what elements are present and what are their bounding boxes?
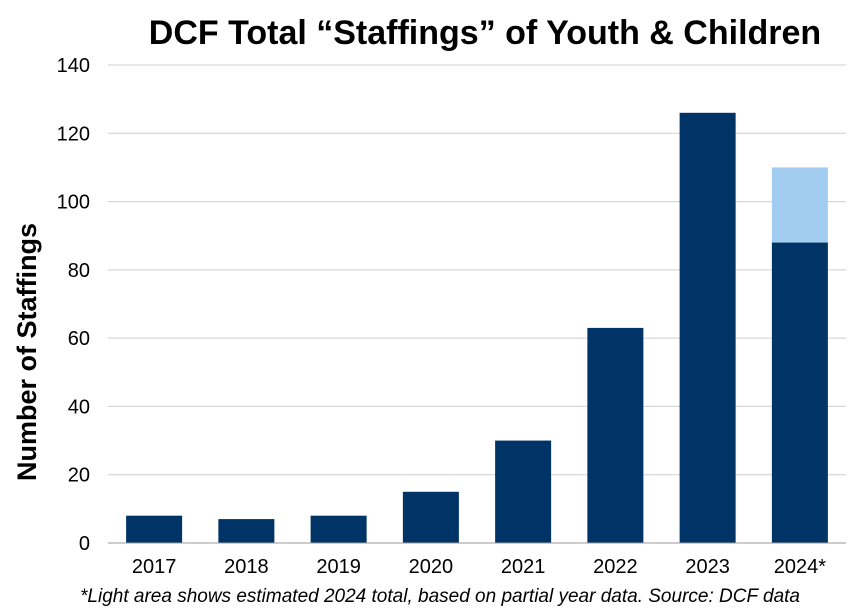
y-tick-label: 100: [57, 192, 90, 214]
bar-2021: [495, 440, 552, 543]
y-tick-labels: 0 20 40 60 80 100 120 140: [57, 55, 90, 555]
bar-2018: [218, 519, 275, 543]
y-axis-label: Number of Staffings: [12, 223, 42, 481]
chart-title: DCF Total “Staffings” of Youth & Childre…: [149, 14, 821, 52]
y-tick-label: 80: [68, 260, 90, 282]
gridlines: [108, 64, 846, 476]
bar-2020: [402, 491, 459, 543]
bar-2022: [587, 327, 644, 543]
x-tick-label: 2021: [501, 556, 546, 578]
x-tick-labels: 2017 2018 2019 2020 2021 2022 2023 2024*: [132, 556, 826, 578]
y-tick-label: 60: [68, 328, 90, 350]
bar-2023: [679, 112, 736, 544]
bar-2024: [771, 242, 828, 544]
bar-estimate-2024: [771, 167, 828, 243]
y-tick-label: 40: [68, 396, 90, 418]
bar-2017: [126, 515, 183, 543]
x-tick-label: 2020: [409, 556, 454, 578]
x-tick-label: 2024*: [774, 556, 826, 578]
footnote: *Light area shows estimated 2024 total, …: [80, 586, 800, 607]
bars: [126, 112, 828, 544]
x-tick-label: 2019: [316, 556, 361, 578]
x-tick-label: 2018: [224, 556, 269, 578]
bar-2019: [310, 515, 367, 543]
y-tick-label: 0: [79, 533, 90, 555]
y-tick-label: 120: [57, 123, 90, 145]
x-tick-label: 2023: [685, 556, 730, 578]
y-tick-label: 20: [68, 465, 90, 487]
x-tick-label: 2022: [593, 556, 638, 578]
x-tick-label: 2017: [132, 556, 177, 578]
y-tick-label: 140: [57, 55, 90, 77]
